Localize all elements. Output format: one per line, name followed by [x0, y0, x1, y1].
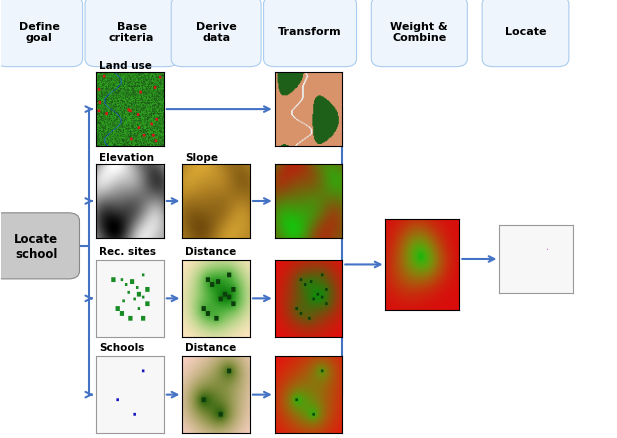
Text: Schools: Schools	[99, 342, 144, 352]
Text: Transform: Transform	[278, 27, 342, 37]
Text: Rec. sites: Rec. sites	[99, 246, 156, 256]
FancyBboxPatch shape	[371, 0, 467, 67]
FancyBboxPatch shape	[85, 0, 178, 67]
Text: Distance: Distance	[185, 342, 237, 352]
Text: Derive
data: Derive data	[196, 21, 236, 43]
Text: Distance: Distance	[185, 246, 237, 256]
FancyBboxPatch shape	[0, 0, 83, 67]
FancyBboxPatch shape	[263, 0, 357, 67]
Text: Weight &
Combine: Weight & Combine	[391, 21, 448, 43]
Text: Elevation: Elevation	[99, 152, 154, 162]
Text: Locate
school: Locate school	[14, 232, 58, 260]
FancyBboxPatch shape	[482, 0, 569, 67]
FancyBboxPatch shape	[0, 213, 80, 279]
Text: Define
goal: Define goal	[19, 21, 60, 43]
Text: Slope: Slope	[185, 152, 218, 162]
Text: Base
criteria: Base criteria	[109, 21, 154, 43]
Text: Locate: Locate	[505, 27, 546, 37]
FancyBboxPatch shape	[172, 0, 261, 67]
Text: Land use: Land use	[99, 60, 152, 71]
